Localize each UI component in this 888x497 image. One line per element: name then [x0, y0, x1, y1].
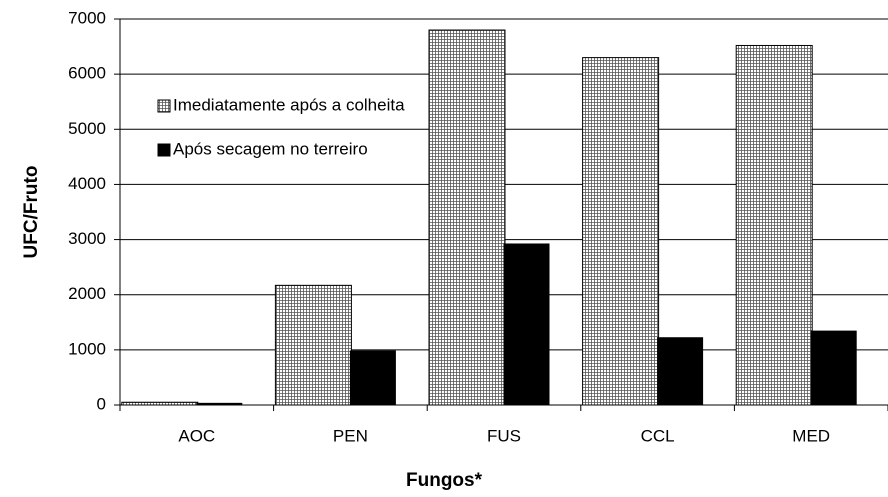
y-tick-label: 0 — [97, 394, 106, 413]
x-tick-label: MED — [792, 426, 830, 445]
bar — [274, 284, 352, 406]
bar — [735, 44, 813, 406]
legend-swatch — [157, 99, 171, 113]
x-tick-label: PEN — [333, 426, 368, 445]
y-tick-label: 3000 — [68, 229, 106, 248]
bar — [582, 57, 660, 406]
legend-label: Após secagem no terreiro — [173, 139, 368, 158]
x-tick-label: FUS — [487, 426, 521, 445]
bar — [657, 337, 704, 406]
legend-label: Imediatamente após a colheita — [173, 95, 405, 114]
x-tick-label: AOC — [178, 426, 215, 445]
y-tick-label: 2000 — [68, 284, 106, 303]
legend-swatch — [157, 143, 171, 157]
x-tick-label: CCL — [641, 426, 675, 445]
bar — [428, 29, 506, 406]
y-tick-label: 1000 — [68, 339, 106, 358]
bar — [121, 401, 199, 406]
bar — [196, 402, 243, 406]
y-tick-label: 6000 — [68, 64, 106, 83]
y-tick-label: 5000 — [68, 119, 106, 138]
bar — [810, 330, 857, 406]
bar — [503, 243, 550, 406]
bar — [349, 350, 396, 406]
y-tick-label: 7000 — [68, 8, 106, 27]
y-tick-label: 4000 — [68, 174, 106, 193]
x-axis-label: Fungos* — [406, 470, 483, 491]
y-axis-label: UFC/Fruto — [21, 166, 42, 259]
